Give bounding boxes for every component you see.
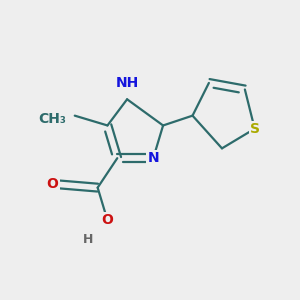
Text: O: O [101, 213, 113, 227]
Text: N: N [148, 151, 159, 165]
Text: CH₃: CH₃ [38, 112, 66, 126]
Text: S: S [250, 122, 260, 136]
Text: H: H [83, 233, 93, 247]
Text: NH: NH [116, 76, 139, 90]
Text: O: O [46, 177, 58, 191]
